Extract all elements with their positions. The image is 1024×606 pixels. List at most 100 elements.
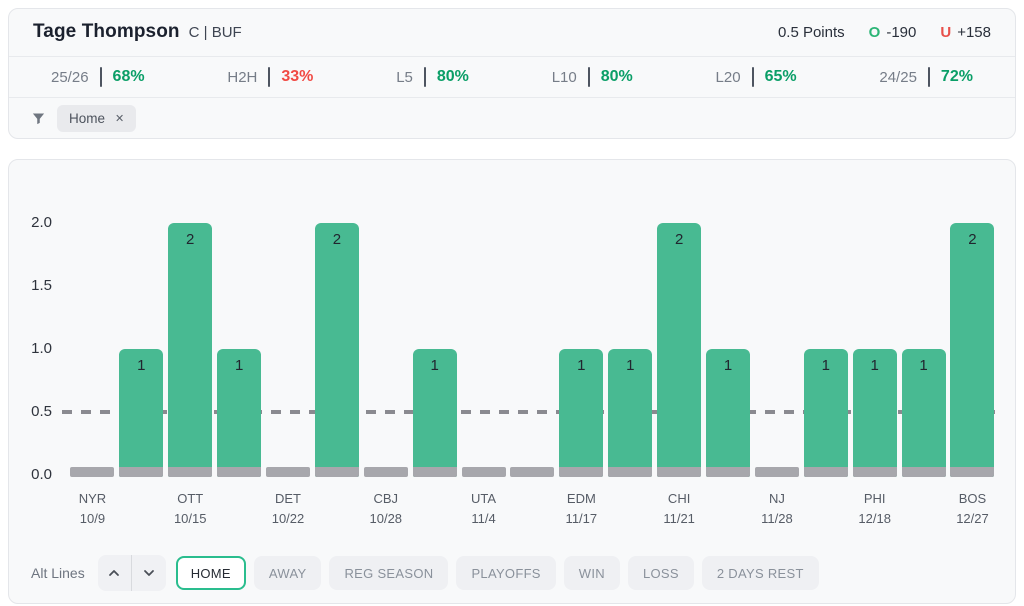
filter-button-win[interactable]: WIN	[563, 556, 620, 590]
game-bar[interactable]	[363, 467, 408, 477]
x-axis-label: DET 10/22	[272, 489, 305, 529]
game-bar[interactable]: 1	[803, 349, 848, 477]
x-axis-label: OTT 10/15	[174, 489, 207, 529]
y-tick-label: 0.5	[31, 403, 52, 420]
bar-base	[901, 467, 946, 477]
x-axis-label: EDM 11/17	[566, 489, 598, 529]
hit-rate-stats-row: 25/26 68% H2H 33% L5 80% L10 80% L20 65% 24/25 72%	[9, 57, 1015, 98]
over-icon: O	[868, 23, 881, 41]
bar-value-label: 1	[870, 357, 879, 374]
player-prop-card: Tage Thompson C | BUF 0.5 Points O -190 …	[8, 8, 1016, 139]
game-bar[interactable]: 2	[168, 223, 213, 477]
prop-line-label: 0.5 Points	[777, 23, 845, 41]
game-bar[interactable]	[510, 467, 555, 477]
filter-button-away[interactable]: AWAY	[253, 556, 322, 590]
stat-divider	[99, 67, 102, 87]
opponent-label: OTT	[177, 491, 204, 506]
stat-divider	[751, 67, 754, 87]
game-bar[interactable]: 1	[412, 349, 457, 477]
remove-filter-icon[interactable]: ✕	[115, 112, 125, 125]
stat-item-l5[interactable]: L5 80%	[396, 67, 469, 87]
opponent-label: CBJ	[373, 491, 399, 506]
chevron-up-icon	[109, 570, 120, 576]
stat-label: L20	[715, 68, 741, 86]
x-axis-label: CHI 11/21	[663, 489, 695, 529]
stat-item-l20[interactable]: L20 65%	[716, 67, 797, 87]
bar-value-label: 1	[234, 357, 244, 374]
filter-chip-label: Home	[69, 110, 106, 126]
opponent-label: DET	[274, 491, 301, 506]
game-date-label: 11/21	[663, 511, 695, 527]
under-icon: U	[940, 23, 952, 41]
bar-base	[706, 467, 751, 477]
filter-button-home[interactable]: HOME	[175, 556, 246, 590]
game-bar[interactable]: 1	[706, 349, 751, 477]
funnel-icon	[31, 111, 46, 126]
bar-value-label: 2	[332, 231, 342, 248]
bar-value-label: 2	[186, 231, 195, 248]
game-slot: 2 CHI 11/21	[655, 223, 704, 526]
x-axis-label: PHI 12/18	[858, 489, 891, 529]
opponent-label: NYR	[78, 491, 107, 506]
stat-item-h2h[interactable]: H2H 33%	[227, 67, 313, 87]
game-bar[interactable]: 1	[901, 349, 946, 477]
game-bar[interactable]: 1	[852, 349, 897, 477]
filter-chip-home[interactable]: Home ✕	[57, 104, 137, 132]
game-bar[interactable]: 2	[950, 223, 995, 477]
stat-item-25-26[interactable]: 25/26 68%	[51, 67, 145, 87]
stat-label: H2H	[227, 68, 258, 86]
stat-value: 65%	[764, 68, 797, 85]
game-date-label: 12/18	[858, 511, 891, 527]
filter-button-playoffs[interactable]: PLAYOFFS	[456, 556, 556, 590]
player-name: Tage Thompson	[33, 21, 180, 42]
game-bar[interactable]: 1	[608, 349, 653, 477]
stat-divider	[423, 67, 426, 87]
points-bar-chart: 0.0 0.5 1.0 1.5 2.0 NYR 10/9 1 2 OTT 10/15 1 DET 10/…	[31, 214, 997, 526]
game-date-label: 10/22	[271, 511, 305, 527]
game-slot: 1	[899, 223, 948, 477]
bar-base	[168, 467, 213, 477]
opponent-label: EDM	[566, 491, 596, 506]
filter-button-loss[interactable]: LOSS	[627, 556, 694, 590]
player-position-team: C | BUF	[188, 24, 242, 41]
stat-value: 68%	[112, 68, 145, 85]
opponent-label: UTA	[471, 491, 497, 506]
game-bar[interactable]: 2	[314, 223, 359, 477]
stat-label: L5	[396, 68, 413, 86]
filter-button-2-days-rest[interactable]: 2 DAYS REST	[701, 556, 819, 590]
bar-value-label: 2	[674, 231, 684, 248]
chart-toolbar: Alt Lines HOME AWAY REG SEASON PLAYOFFS WIN L…	[31, 555, 1001, 591]
line-down-button[interactable]	[132, 555, 166, 591]
stat-item-l10[interactable]: L10 80%	[552, 67, 633, 87]
prop-header: Tage Thompson C | BUF 0.5 Points O -190 …	[9, 9, 1015, 57]
game-bar[interactable]	[461, 467, 506, 477]
opponent-label: BOS	[958, 491, 987, 506]
game-bar[interactable]	[70, 467, 115, 477]
y-tick-label: 0.0	[31, 466, 52, 483]
stat-value: 80%	[600, 68, 633, 85]
game-bar[interactable]	[266, 467, 310, 477]
game-bar[interactable]: 1	[559, 349, 604, 477]
game-bar[interactable]: 1	[119, 349, 164, 477]
game-bar[interactable]: 1	[217, 349, 262, 477]
game-slot: 2 BOS 12/27	[948, 223, 997, 526]
stat-item-24-25[interactable]: 24/25 72%	[879, 67, 973, 87]
filter-button-reg-season[interactable]: REG SEASON	[329, 556, 449, 590]
x-axis-label: CBJ 10/28	[370, 489, 403, 529]
game-bar[interactable]	[754, 467, 799, 477]
game-slot: UTA 11/4	[459, 223, 508, 526]
game-date-label: 12/27	[956, 511, 989, 527]
line-up-button[interactable]	[98, 555, 132, 591]
game-bar[interactable]: 2	[657, 223, 702, 477]
bar-base	[950, 467, 995, 477]
stat-value: 72%	[940, 68, 973, 85]
game-slot: 1	[410, 223, 459, 477]
game-slot: 1	[215, 223, 264, 477]
stat-divider	[587, 67, 590, 87]
over-odds: O -190	[869, 24, 917, 41]
x-axis-label: UTA 11/4	[471, 489, 496, 529]
y-tick-label: 1.5	[31, 277, 52, 294]
game-date-label: 11/4	[471, 511, 496, 527]
bar-base	[657, 467, 702, 477]
